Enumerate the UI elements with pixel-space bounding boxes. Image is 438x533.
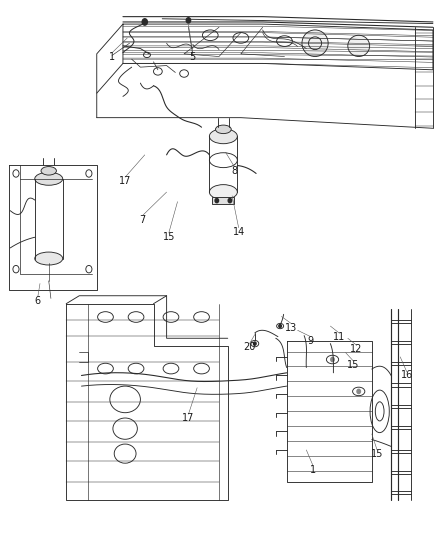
Ellipse shape — [209, 184, 237, 199]
Text: 16: 16 — [401, 370, 413, 381]
Text: 5: 5 — [190, 52, 196, 61]
Text: 11: 11 — [333, 332, 345, 342]
Circle shape — [186, 18, 191, 23]
Ellipse shape — [41, 166, 57, 175]
Text: 1: 1 — [109, 52, 115, 61]
Text: 12: 12 — [350, 344, 363, 354]
Text: 15: 15 — [347, 360, 360, 370]
Text: 17: 17 — [182, 413, 194, 423]
Circle shape — [279, 325, 282, 328]
Text: 8: 8 — [231, 166, 237, 176]
Circle shape — [331, 358, 334, 362]
Ellipse shape — [35, 252, 63, 265]
Ellipse shape — [348, 35, 370, 56]
Text: 6: 6 — [35, 296, 41, 306]
Text: 14: 14 — [233, 227, 245, 237]
Ellipse shape — [215, 125, 231, 134]
Text: 1: 1 — [310, 465, 316, 474]
Text: 13: 13 — [285, 322, 297, 333]
Text: 17: 17 — [119, 176, 131, 187]
Circle shape — [228, 198, 232, 203]
Text: 20: 20 — [244, 342, 256, 352]
Circle shape — [254, 342, 256, 345]
Text: 7: 7 — [139, 215, 146, 225]
Circle shape — [357, 389, 360, 393]
Ellipse shape — [35, 172, 63, 185]
Text: 15: 15 — [371, 449, 383, 458]
Ellipse shape — [302, 30, 328, 56]
Circle shape — [142, 19, 148, 25]
Ellipse shape — [209, 129, 237, 144]
Text: 9: 9 — [307, 336, 314, 346]
Bar — [212, 197, 234, 204]
Text: 15: 15 — [162, 232, 175, 243]
Circle shape — [215, 198, 219, 203]
